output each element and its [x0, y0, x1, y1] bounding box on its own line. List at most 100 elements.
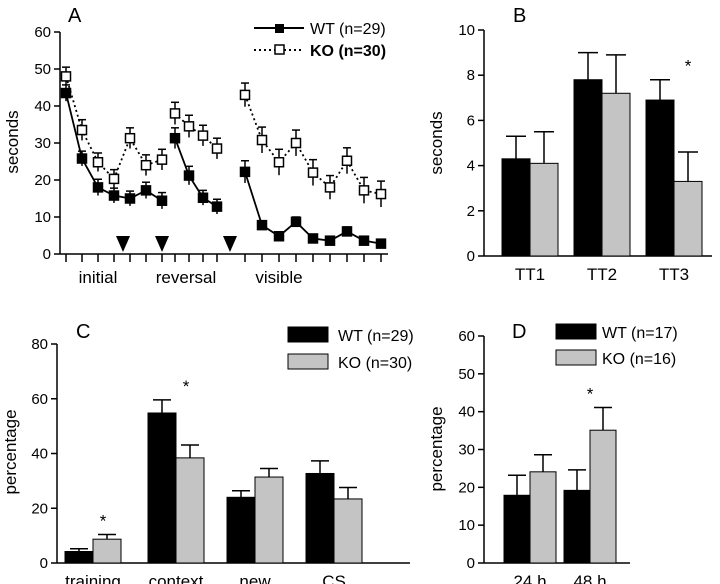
arrow-down-icon: [116, 236, 130, 252]
legend-wt-swatch: [555, 323, 597, 340]
ko-data-point: [92, 156, 104, 168]
panel-a-letter: A: [68, 5, 82, 27]
wt-data-point: [124, 193, 136, 204]
ko-data-point: [324, 182, 336, 193]
legend-wt-marker: [275, 24, 284, 33]
ko-data-point: [273, 156, 285, 168]
panel-a-x-ticks: [65, 254, 382, 262]
ko-data-point: [124, 132, 136, 144]
panel-b: B seconds 0 2 4 6 8 10 TT1 TT2 TT3 *: [427, 5, 712, 284]
ko-data-point: [197, 130, 209, 141]
y-tick-label: 30: [34, 135, 51, 152]
panel-b-letter: B: [513, 5, 526, 27]
y-tick-label: 30: [458, 442, 475, 459]
legend-wt-label: WT (n=29): [338, 328, 414, 345]
wt-data-point: [256, 219, 268, 231]
wt-data-point: [108, 190, 120, 201]
y-tick-label: 6: [467, 112, 475, 129]
panel-d-legend: WT (n=17) KO (n=16): [555, 323, 678, 368]
y-tick-label: 40: [31, 446, 48, 463]
ko-data-point: [290, 137, 302, 149]
ko-series-line-reversal: [174, 112, 218, 150]
ko-data-point: [156, 154, 168, 165]
ko-data-point: [140, 159, 152, 171]
wt-bar-cs: [305, 472, 335, 564]
ko-bar-cs: [333, 498, 363, 564]
x-tick-label-48-h: 48 h: [573, 572, 606, 584]
ko-bar-training: [92, 538, 122, 564]
panel-c-plot: training context new CS * *: [64, 377, 363, 584]
wt-bar-tt1: [501, 158, 531, 257]
x-tick-label-tt2: TT2: [587, 265, 617, 284]
wt-data-point: [375, 238, 387, 249]
wt-data-point: [197, 192, 209, 204]
wt-bar-new: [226, 496, 256, 564]
panel-c-legend: WT (n=29) KO (n=30): [287, 326, 414, 372]
y-tick-label: 40: [458, 404, 475, 421]
ko-bar-new: [254, 476, 284, 564]
wt-bar-tt2: [573, 79, 603, 257]
y-tick-label: 40: [34, 98, 51, 115]
ko-data-point: [375, 188, 387, 200]
ko-data-point: [358, 185, 370, 196]
x-tick-label-new: new: [239, 572, 271, 584]
ko-data-point: [60, 71, 72, 82]
ko-data-point: [183, 121, 195, 132]
ko-bar-24-h: [529, 471, 557, 564]
legend-wt-swatch: [287, 326, 329, 343]
wt-data-point: [307, 233, 319, 244]
wt-bar-tt3: [645, 99, 675, 257]
y-tick-label: 60: [458, 328, 475, 345]
legend-wt-label: WT (n=29): [310, 21, 386, 38]
group-label-visible: visible: [255, 268, 302, 287]
panel-c-y-ticks: 0 20 40 60 80: [31, 336, 57, 572]
ko-data-point: [341, 155, 353, 167]
y-tick-label: 50: [34, 61, 51, 78]
group-label-initial: initial: [79, 268, 118, 287]
x-tick-label-context: context: [149, 572, 204, 584]
significance-star: *: [183, 377, 190, 396]
panel-c-letter: C: [76, 321, 90, 343]
ko-data-point: [256, 134, 268, 146]
panel-d: D percentage 0 10 20 30 40 50 60 24 h 48 h * WT …: [427, 321, 678, 584]
panel-a-legend: WT (n=29) KO (n=30): [254, 21, 386, 60]
panel-c-ylabel: percentage: [1, 409, 20, 494]
wt-data-point: [273, 230, 285, 242]
panel-a-markers: [116, 236, 237, 252]
wt-bar-context: [147, 412, 177, 564]
y-tick-label: 10: [34, 209, 51, 226]
y-tick-label: 50: [458, 366, 475, 383]
y-tick-label: 4: [467, 158, 475, 175]
wt-bar-24-h: [503, 494, 531, 564]
x-tick-label-training: training: [65, 572, 121, 584]
panel-b-plot: TT1 TT2 TT3 *: [501, 51, 703, 284]
legend-ko-swatch: [287, 353, 329, 370]
x-tick-label-tt1: TT1: [515, 265, 545, 284]
y-tick-label: 0: [467, 555, 475, 572]
ko-data-point: [211, 143, 223, 154]
y-tick-label: 80: [31, 336, 48, 353]
wt-series-line-reversal: [174, 137, 218, 208]
y-tick-label: 10: [458, 22, 475, 39]
legend-ko-label: KO (n=30): [310, 43, 386, 60]
ko-data-point: [108, 173, 120, 185]
legend-wt-label: WT (n=17): [602, 325, 678, 342]
panel-b-y-ticks: 0 2 4 6 8 10: [458, 22, 484, 265]
legend-ko-swatch: [555, 349, 597, 366]
ko-data-point: [307, 167, 319, 178]
y-tick-label: 20: [458, 479, 475, 496]
significance-star: *: [587, 385, 594, 404]
wt-data-point: [60, 87, 72, 99]
ko-bar-tt1: [529, 162, 559, 257]
wt-bar-48-h: [563, 489, 591, 564]
legend-ko-marker: [274, 44, 285, 55]
panel-d-plot: 24 h 48 h *: [503, 385, 617, 584]
arrow-down-icon: [155, 236, 169, 252]
x-tick-label-tt3: TT3: [659, 265, 689, 284]
arrow-down-icon: [223, 236, 237, 252]
y-tick-label: 60: [31, 391, 48, 408]
wt-data-point: [324, 235, 336, 246]
ko-bar-context: [175, 457, 205, 564]
ko-bar-tt2: [601, 92, 631, 257]
